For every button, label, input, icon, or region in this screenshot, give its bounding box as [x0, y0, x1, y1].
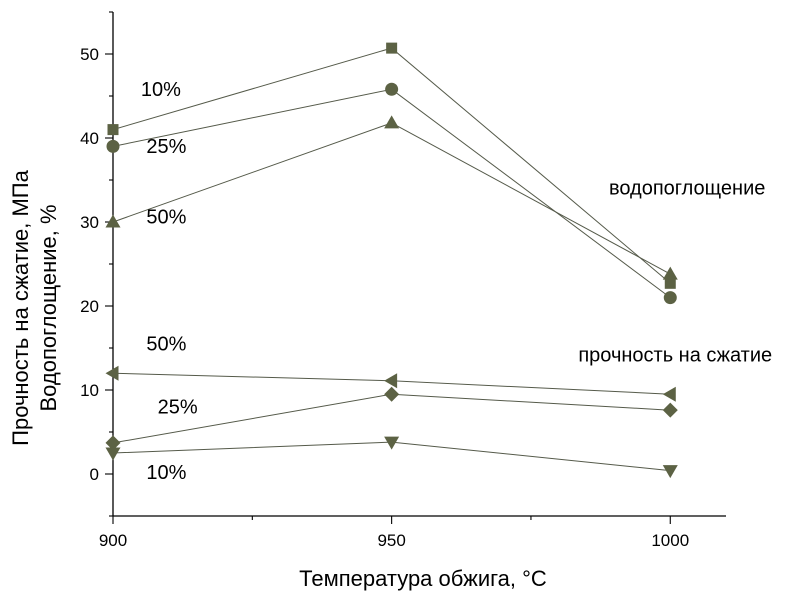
marker-square-1	[107, 124, 119, 136]
marker-square-2	[386, 42, 398, 54]
annotation-2: 25%	[146, 136, 186, 158]
y-tick-label: 50	[80, 45, 99, 64]
series-markers	[105, 42, 678, 479]
marker-triangle-up-2	[384, 115, 400, 129]
marker-diamond-3	[662, 402, 678, 418]
y-tick-label: 20	[80, 297, 99, 316]
annotation-6: прочность на сжатие	[578, 344, 772, 366]
annotation-5: 50%	[146, 334, 186, 356]
marker-square-3	[664, 277, 676, 289]
x-tick-label: 900	[99, 531, 127, 550]
marker-triangle-left-3	[662, 386, 676, 402]
annotation-1: 10%	[141, 79, 181, 101]
marker-triangle-left-1	[105, 365, 119, 381]
annotation-3: 50%	[146, 207, 186, 229]
x-tick-label: 950	[377, 531, 405, 550]
marker-triangle-up-1	[105, 214, 121, 228]
y-tick-label: 40	[80, 129, 99, 148]
marker-triangle-down-1	[105, 447, 121, 461]
x-axis-title: Температура обжига, °C	[299, 566, 547, 591]
y-tick-label: 0	[90, 465, 99, 484]
marker-diamond-1	[105, 435, 121, 451]
marker-triangle-down-3	[662, 465, 678, 479]
y-axis-title: Прочность на сжатие, МПа	[8, 169, 33, 445]
marker-triangle-up-3	[662, 266, 678, 280]
annotation-7: 25%	[158, 397, 198, 419]
annotations: 10% 25% 50% водопоглощение 50% прочность на с…	[141, 79, 772, 484]
x-tick-label: 1000	[651, 531, 689, 550]
axes: 0 10 20 30 40 50 900 950 1000	[80, 11, 726, 550]
y-tick-label: 10	[80, 381, 99, 400]
marker-diamond-2	[384, 386, 400, 402]
marker-triangle-left-2	[384, 373, 398, 389]
marker-circle-3	[663, 291, 677, 305]
annotation-4: водопоглощение	[609, 177, 765, 199]
marker-circle-1	[106, 139, 120, 153]
series-line-3	[112, 122, 671, 275]
marker-circle-2	[385, 82, 399, 96]
y-tick-label: 30	[80, 213, 99, 232]
y-axis-title-2: Водопоглощение, %	[36, 204, 61, 411]
marker-triangle-down-2	[384, 436, 400, 450]
annotation-8: 10%	[146, 462, 186, 484]
